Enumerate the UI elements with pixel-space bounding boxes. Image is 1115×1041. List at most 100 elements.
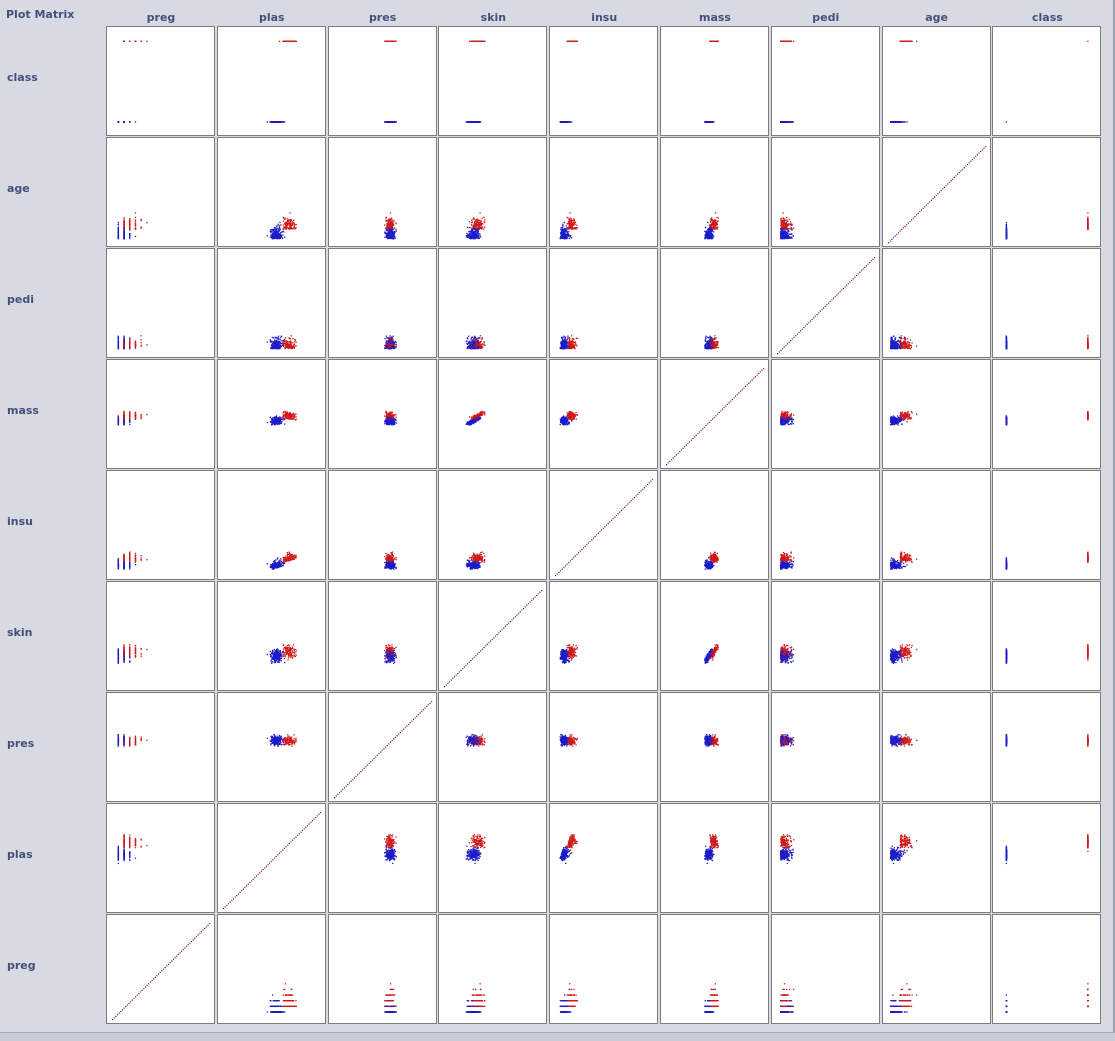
data-point bbox=[710, 224, 712, 226]
data-point bbox=[134, 224, 137, 226]
data-point bbox=[117, 234, 120, 236]
data-point bbox=[784, 223, 787, 225]
data-point bbox=[707, 237, 709, 239]
data-point bbox=[563, 237, 565, 240]
data-point bbox=[392, 40, 394, 42]
data-point bbox=[895, 121, 897, 123]
data-point bbox=[480, 236, 482, 238]
plot-cell-age-vs-class[interactable] bbox=[992, 137, 1102, 247]
data-point bbox=[708, 237, 710, 240]
plot-cell-class-vs-mass[interactable] bbox=[660, 26, 769, 136]
data-point bbox=[788, 227, 790, 230]
data-point bbox=[563, 235, 566, 237]
data-point bbox=[117, 235, 120, 237]
data-point bbox=[479, 223, 481, 225]
data-point bbox=[480, 220, 482, 222]
data-point bbox=[1006, 121, 1008, 123]
data-point bbox=[933, 196, 935, 198]
data-point bbox=[385, 234, 387, 236]
data-point bbox=[711, 218, 713, 220]
data-point bbox=[561, 226, 564, 229]
plot-cell-class-vs-insu[interactable] bbox=[549, 26, 659, 136]
plot-cell-class-vs-plas[interactable] bbox=[216, 26, 326, 136]
data-point bbox=[927, 202, 929, 205]
data-point bbox=[288, 228, 290, 230]
data-point bbox=[477, 227, 479, 229]
data-point bbox=[567, 121, 569, 123]
data-point bbox=[790, 224, 792, 227]
data-point bbox=[565, 230, 567, 232]
plot-cell-age-vs-plas[interactable] bbox=[216, 137, 326, 247]
data-point bbox=[393, 227, 395, 229]
data-point bbox=[266, 235, 268, 237]
data-point bbox=[971, 159, 973, 161]
data-point bbox=[386, 226, 389, 228]
data-point bbox=[129, 228, 131, 230]
plot-cell-class-vs-pedi[interactable] bbox=[770, 26, 880, 136]
plot-cell-age-vs-mass[interactable] bbox=[660, 137, 769, 247]
data-point bbox=[711, 227, 713, 230]
plot-cell-class-vs-age[interactable] bbox=[881, 26, 991, 136]
data-point bbox=[134, 40, 137, 42]
data-point bbox=[385, 224, 388, 226]
data-point bbox=[390, 236, 392, 239]
data-point bbox=[277, 235, 279, 238]
data-point bbox=[480, 225, 482, 227]
data-point bbox=[289, 221, 292, 223]
plot-cell-age-vs-age[interactable] bbox=[881, 137, 991, 247]
data-point bbox=[568, 219, 570, 221]
data-point bbox=[134, 235, 137, 238]
plot-cell-class-vs-class[interactable] bbox=[992, 26, 1102, 136]
data-point bbox=[287, 219, 290, 221]
data-point bbox=[389, 226, 391, 228]
data-point bbox=[391, 121, 394, 123]
data-point bbox=[123, 230, 125, 232]
data-point bbox=[570, 234, 572, 237]
plot-cell-age-vs-skin[interactable] bbox=[438, 137, 548, 247]
data-point bbox=[572, 219, 574, 222]
data-point bbox=[708, 229, 711, 231]
data-point bbox=[480, 222, 483, 225]
data-point bbox=[129, 225, 131, 227]
plot-cell-age-vs-preg[interactable] bbox=[106, 137, 215, 247]
data-point bbox=[386, 121, 388, 123]
data-point bbox=[792, 235, 794, 237]
data-point bbox=[389, 231, 392, 233]
data-point bbox=[278, 234, 280, 236]
data-point bbox=[283, 223, 285, 225]
data-point bbox=[484, 219, 486, 221]
data-point bbox=[123, 237, 125, 239]
plot-cell-age-vs-pedi[interactable] bbox=[770, 137, 880, 247]
data-point bbox=[787, 231, 789, 233]
data-point bbox=[566, 229, 568, 232]
data-point bbox=[575, 228, 577, 230]
data-point bbox=[473, 232, 476, 234]
data-point bbox=[386, 230, 389, 232]
data-point bbox=[790, 233, 792, 235]
data-point bbox=[909, 40, 911, 42]
data-point bbox=[295, 227, 297, 229]
data-point bbox=[780, 221, 782, 223]
data-point bbox=[715, 219, 717, 222]
data-point bbox=[271, 237, 273, 240]
data-point bbox=[912, 217, 914, 219]
row-label-mass: mass bbox=[7, 404, 39, 417]
data-point bbox=[471, 219, 473, 221]
data-point bbox=[386, 121, 389, 123]
data-point bbox=[566, 228, 568, 230]
data-point bbox=[712, 237, 714, 239]
scatter-svg bbox=[1006, 40, 1089, 123]
plot-cell-age-vs-pres[interactable] bbox=[327, 137, 437, 247]
data-point bbox=[277, 231, 279, 234]
data-point bbox=[391, 235, 393, 237]
data-point bbox=[129, 236, 131, 238]
plot-cell-class-vs-pres[interactable] bbox=[327, 26, 437, 136]
plot-cell-class-vs-skin[interactable] bbox=[438, 26, 548, 136]
data-point bbox=[708, 121, 711, 123]
scatter-svg bbox=[117, 212, 148, 240]
plot-cell-class-vs-preg[interactable] bbox=[106, 26, 215, 136]
plot-cell-age-vs-insu[interactable] bbox=[549, 137, 659, 247]
data-point bbox=[784, 224, 786, 226]
data-point bbox=[291, 221, 293, 223]
data-point bbox=[467, 234, 469, 236]
